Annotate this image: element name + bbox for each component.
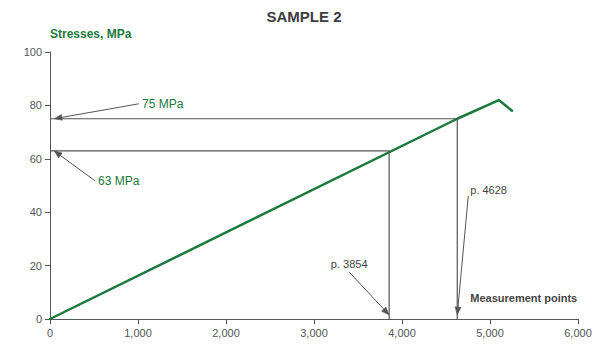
svg-text:p. 3854: p. 3854 xyxy=(331,258,368,270)
svg-text:Stresses, MPa: Stresses, MPa xyxy=(50,27,132,41)
svg-text:Measurement points: Measurement points xyxy=(470,292,577,304)
svg-text:100: 100 xyxy=(24,46,42,58)
svg-text:6,000: 6,000 xyxy=(564,327,592,339)
svg-text:4,000: 4,000 xyxy=(388,327,416,339)
svg-text:2,000: 2,000 xyxy=(212,327,240,339)
svg-text:SAMPLE 2: SAMPLE 2 xyxy=(266,8,341,25)
svg-text:63 MPa: 63 MPa xyxy=(98,174,140,188)
svg-text:1,000: 1,000 xyxy=(124,327,152,339)
svg-text:p. 4628: p. 4628 xyxy=(470,184,507,196)
svg-text:3,000: 3,000 xyxy=(300,327,328,339)
svg-text:5,000: 5,000 xyxy=(476,327,504,339)
svg-text:40: 40 xyxy=(30,206,42,218)
svg-text:80: 80 xyxy=(30,99,42,111)
svg-text:20: 20 xyxy=(30,260,42,272)
svg-text:0: 0 xyxy=(47,327,53,339)
svg-text:0: 0 xyxy=(36,313,42,325)
svg-text:75 MPa: 75 MPa xyxy=(142,97,184,111)
svg-text:60: 60 xyxy=(30,153,42,165)
